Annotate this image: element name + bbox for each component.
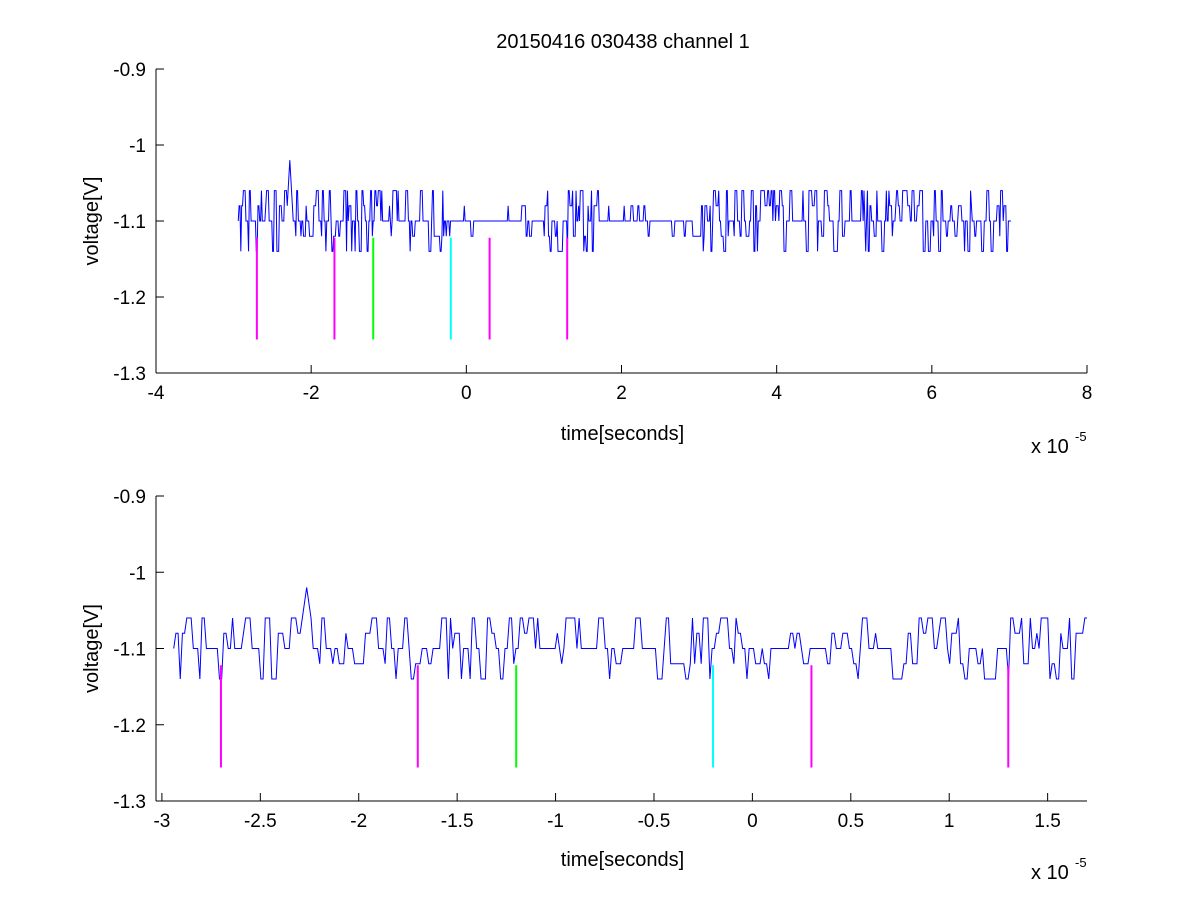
x-tick-label: -0.5	[638, 811, 671, 832]
figure-title: 20150416 030438 channel 1	[496, 31, 750, 53]
x-tick-label: 1	[944, 811, 955, 832]
x-exponent-label: x 10	[1031, 862, 1069, 884]
signal-trace	[173, 587, 1087, 680]
bottom-plot: -3 -2.5 -2 -1.5 -1 -0.5 0 0.5 1 1.5 -0.9 -1 -1.1 -1.2…	[81, 487, 1087, 884]
top-plot: -4 -2 0 2 4 6 8 -0.9 -1 -1.1 -1.2 -1.3 time[seconds]…	[81, 60, 1092, 458]
x-tick-label: -1	[547, 811, 564, 832]
x-tick-label: -2.5	[244, 811, 277, 832]
x-axis-label: time[seconds]	[561, 423, 684, 445]
y-tick-label: -1	[129, 563, 146, 584]
x-tick-label: 0.5	[838, 811, 864, 832]
x-tick-label: 1.5	[1034, 811, 1060, 832]
y-axis-label: voltage[V]	[81, 604, 103, 693]
x-tick-label: 8	[1082, 383, 1093, 404]
x-tick-label: -3	[153, 811, 170, 832]
y-tick-label: -1.2	[113, 288, 146, 309]
x-tick-label: -2	[350, 811, 367, 832]
x-exponent-power: -5	[1075, 429, 1087, 444]
signal-trace	[237, 160, 1011, 252]
y-tick-label: -1.3	[113, 364, 146, 385]
y-tick-label: -1.2	[113, 716, 146, 737]
y-tick-label: -1.1	[113, 212, 146, 233]
y-tick-label: -1	[129, 136, 146, 157]
y-tick-label: -0.9	[113, 487, 146, 508]
x-tick-label: 4	[771, 383, 782, 404]
x-tick-label: -1.5	[441, 811, 474, 832]
x-tick-label: 0	[747, 811, 758, 832]
x-tick-label: 2	[616, 383, 627, 404]
y-tick-label: -1.1	[113, 640, 146, 661]
x-tick-label: 0	[461, 383, 472, 404]
x-exponent-power: -5	[1075, 855, 1087, 870]
y-axis-label: voltage[V]	[81, 177, 103, 266]
x-axis-label: time[seconds]	[561, 849, 684, 871]
y-tick-label: -0.9	[113, 60, 146, 81]
x-tick-label: -4	[148, 383, 165, 404]
x-tick-label: -2	[303, 383, 320, 404]
x-exponent-label: x 10	[1031, 436, 1069, 458]
y-tick-label: -1.3	[113, 792, 146, 813]
x-tick-label: 6	[927, 383, 938, 404]
